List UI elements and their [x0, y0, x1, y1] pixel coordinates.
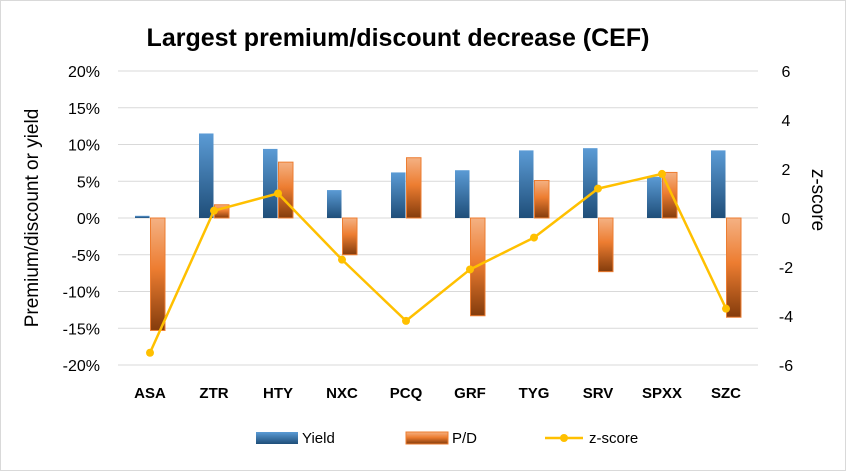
bars-layer [135, 133, 742, 331]
bar-yield [711, 150, 726, 218]
y-tick-label: -15% [63, 321, 100, 338]
legend-swatch-zscore-marker [560, 434, 568, 442]
chart-title: Largest premium/discount decrease (CEF) [147, 24, 650, 52]
bar-yield [327, 190, 342, 218]
bar-yield [647, 176, 662, 218]
bar-pd [534, 180, 550, 219]
legend-label-zscore: z-score [589, 430, 638, 447]
left-axis-ticks: 20% 15% 10% 5% 0% -5% -10% -15% -20% [63, 64, 100, 375]
category-label: PCQ [390, 385, 423, 402]
bar-pd [150, 217, 166, 331]
zscore-line-layer [146, 169, 730, 357]
zscore-point [146, 348, 154, 357]
bar-pd [726, 217, 742, 318]
y-tick-label: -10% [63, 285, 100, 302]
bar-yield [135, 215, 150, 218]
y2-axis-label: z-score [807, 169, 828, 231]
zscore-point [722, 304, 730, 313]
zscore-point [274, 189, 282, 198]
category-label: ASA [134, 385, 166, 402]
zscore-point [402, 316, 410, 325]
category-label: TYG [519, 385, 550, 402]
legend-label-yield: Yield [302, 430, 335, 447]
bar-yield [199, 133, 214, 218]
y2-tick-label: -6 [779, 358, 793, 375]
y2-tick-label: 2 [782, 162, 791, 179]
legend-swatch-yield [256, 432, 298, 444]
bar-yield [391, 172, 406, 218]
zscore-point [338, 255, 346, 264]
y-tick-label: 5% [77, 174, 100, 191]
y-tick-label: -20% [63, 358, 100, 375]
category-label: SRV [583, 385, 614, 402]
bar-pd [342, 217, 358, 256]
gridlines [118, 70, 758, 366]
legend: Yield P/D z-score [256, 430, 638, 447]
zscore-point [466, 265, 474, 274]
zscore-point [530, 233, 538, 242]
zscore-point [594, 184, 602, 193]
y-axis-label: Premium/discount or yield [22, 109, 43, 328]
zscore-line [148, 172, 728, 354]
y2-tick-label: -4 [779, 309, 793, 326]
right-axis-ticks: 6 4 2 0 -2 -4 -6 [779, 64, 793, 375]
y2-tick-label: 4 [782, 113, 791, 130]
y-tick-label: -5% [72, 248, 100, 265]
bar-yield [455, 170, 470, 218]
category-label: SPXX [642, 385, 682, 402]
category-label: NXC [326, 385, 358, 402]
category-label: ZTR [199, 385, 228, 402]
category-labels: ASA ZTR HTY NXC PCQ GRF TYG SRV SPXX SZC [134, 385, 741, 402]
y2-tick-label: 6 [782, 64, 791, 81]
y-tick-label: 20% [68, 64, 100, 81]
bar-yield [519, 150, 534, 218]
y2-tick-label: -2 [779, 260, 793, 277]
bar-yield [583, 148, 598, 218]
bar-pd [598, 217, 614, 273]
bar-yield [263, 148, 278, 218]
bar-pd [406, 157, 422, 219]
zscore-point [210, 206, 218, 215]
category-label: GRF [454, 385, 486, 402]
legend-swatch-pd [405, 431, 449, 445]
y2-tick-label: 0 [782, 211, 791, 228]
category-label: SZC [711, 385, 741, 402]
y-tick-label: 0% [77, 211, 100, 228]
category-label: HTY [263, 385, 293, 402]
y-tick-label: 15% [68, 101, 100, 118]
zscore-point [658, 169, 666, 178]
bar-pd [278, 161, 294, 219]
y-tick-label: 10% [68, 138, 100, 155]
legend-label-pd: P/D [452, 430, 477, 447]
